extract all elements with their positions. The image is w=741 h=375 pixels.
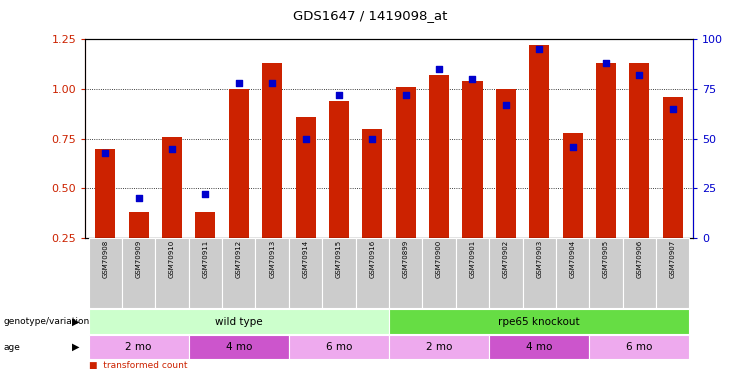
- Bar: [429, 75, 449, 238]
- Text: GSM70909: GSM70909: [136, 240, 142, 279]
- Bar: [196, 212, 216, 238]
- Bar: [362, 129, 382, 238]
- Bar: [89, 238, 122, 308]
- Text: 6 mo: 6 mo: [626, 342, 653, 352]
- Bar: [189, 238, 222, 308]
- Bar: [396, 87, 416, 238]
- Text: GSM70900: GSM70900: [436, 240, 442, 279]
- Text: rpe65 knockout: rpe65 knockout: [499, 316, 580, 327]
- Bar: [289, 335, 389, 359]
- Bar: [589, 335, 689, 359]
- Text: 6 mo: 6 mo: [326, 342, 352, 352]
- Text: 4 mo: 4 mo: [526, 342, 553, 352]
- Point: [233, 80, 245, 86]
- Text: genotype/variation: genotype/variation: [4, 317, 90, 326]
- Bar: [389, 335, 489, 359]
- Bar: [289, 238, 322, 308]
- Text: GDS1647 / 1419098_at: GDS1647 / 1419098_at: [293, 9, 448, 22]
- Text: GSM70914: GSM70914: [302, 240, 308, 278]
- Bar: [129, 212, 149, 238]
- Bar: [622, 238, 656, 308]
- Point: [99, 150, 111, 156]
- Bar: [329, 101, 349, 238]
- Point: [600, 60, 612, 66]
- Bar: [562, 133, 582, 238]
- Bar: [489, 335, 589, 359]
- Bar: [556, 238, 589, 308]
- Point: [299, 136, 311, 142]
- Text: ■  transformed count: ■ transformed count: [89, 361, 187, 370]
- Text: GSM70899: GSM70899: [402, 240, 409, 279]
- Bar: [96, 149, 116, 238]
- Point: [567, 144, 579, 150]
- Text: 4 mo: 4 mo: [225, 342, 252, 352]
- Point: [534, 46, 545, 53]
- Point: [634, 72, 645, 78]
- Bar: [589, 238, 622, 308]
- Text: GSM70901: GSM70901: [470, 240, 476, 279]
- Text: GSM70913: GSM70913: [269, 240, 275, 279]
- Text: wild type: wild type: [215, 316, 262, 327]
- Bar: [389, 238, 422, 308]
- Text: GSM70911: GSM70911: [202, 240, 208, 279]
- Point: [467, 76, 479, 82]
- Text: ▶: ▶: [72, 316, 79, 327]
- Bar: [229, 89, 249, 238]
- Point: [400, 92, 412, 98]
- Bar: [356, 238, 389, 308]
- Bar: [296, 117, 316, 238]
- Bar: [262, 63, 282, 238]
- Point: [133, 195, 144, 201]
- Text: GSM70916: GSM70916: [369, 240, 376, 279]
- Text: GSM70902: GSM70902: [503, 240, 509, 278]
- Point: [433, 66, 445, 72]
- Point: [166, 146, 178, 152]
- Text: ▶: ▶: [72, 342, 79, 352]
- Text: GSM70912: GSM70912: [236, 240, 242, 278]
- Point: [266, 80, 278, 86]
- Text: GSM70905: GSM70905: [603, 240, 609, 278]
- Bar: [322, 238, 356, 308]
- Bar: [89, 309, 389, 334]
- Text: GSM70915: GSM70915: [336, 240, 342, 278]
- Point: [366, 136, 378, 142]
- Text: GSM70904: GSM70904: [570, 240, 576, 278]
- Bar: [422, 238, 456, 308]
- Point: [500, 102, 512, 108]
- Point: [199, 191, 211, 197]
- Text: GSM70910: GSM70910: [169, 240, 175, 279]
- Bar: [656, 238, 689, 308]
- Bar: [629, 63, 649, 238]
- Bar: [529, 45, 549, 238]
- Text: GSM70906: GSM70906: [637, 240, 642, 279]
- Bar: [389, 309, 689, 334]
- Text: 2 mo: 2 mo: [125, 342, 152, 352]
- Bar: [496, 89, 516, 238]
- Bar: [156, 238, 189, 308]
- Bar: [122, 238, 156, 308]
- Bar: [596, 63, 616, 238]
- Bar: [456, 238, 489, 308]
- Bar: [489, 238, 522, 308]
- Text: age: age: [4, 343, 21, 352]
- Text: 2 mo: 2 mo: [426, 342, 452, 352]
- Bar: [256, 238, 289, 308]
- Bar: [162, 137, 182, 238]
- Point: [667, 106, 679, 112]
- Text: GSM70907: GSM70907: [670, 240, 676, 279]
- Bar: [522, 238, 556, 308]
- Point: [333, 92, 345, 98]
- Bar: [189, 335, 289, 359]
- Bar: [89, 335, 189, 359]
- Text: GSM70903: GSM70903: [536, 240, 542, 279]
- Bar: [222, 238, 256, 308]
- Text: GSM70908: GSM70908: [102, 240, 108, 279]
- Bar: [662, 97, 682, 238]
- Bar: [462, 81, 482, 238]
